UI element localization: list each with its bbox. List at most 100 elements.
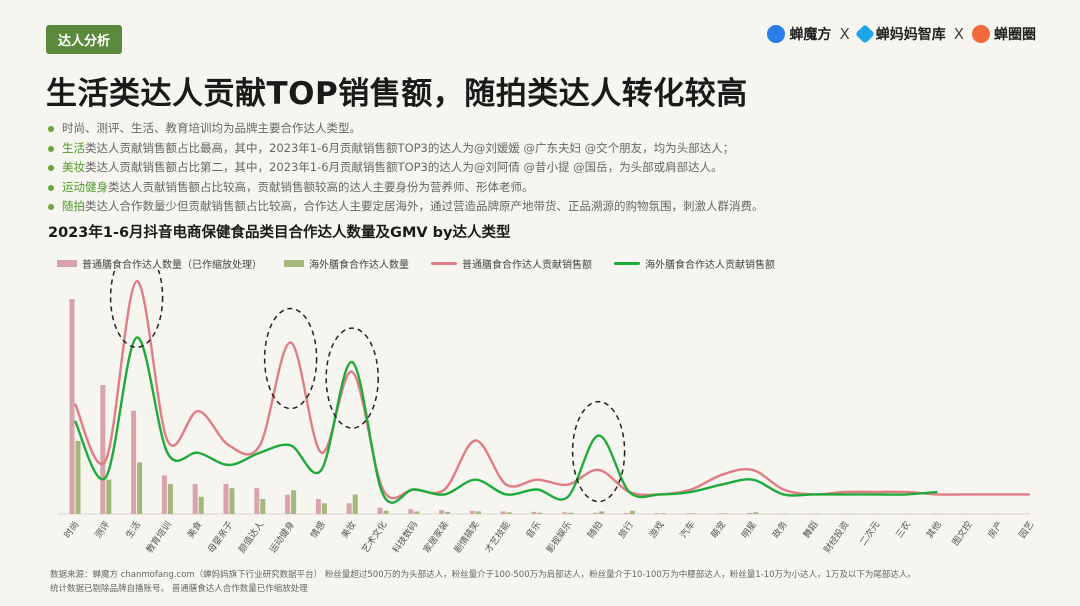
bullet-text: 类达人贡献销售额占比较高，贡献销售额较高的达人主要身份为营养师、形体老师。 — [108, 179, 534, 194]
x-tick-label: 生活 — [123, 519, 143, 541]
chart-title: 2023年1-6月抖音电商保健食品类目合作达人数量及GMV by达人类型 — [48, 225, 511, 241]
brand-chanquanquan: 蝉圈圈 — [972, 24, 1036, 44]
legend-item-domestic-gmv: 普通膳食合作达人贡献销售额 — [431, 256, 592, 271]
bar-domestic-count — [377, 507, 383, 514]
legend-label: 普通膳食合作达人数量（已作缩放处理） — [82, 260, 262, 271]
x-tick-label: 时尚 — [61, 519, 81, 541]
x-tick-label: 明星 — [740, 519, 759, 540]
section-tag: 达人分析 — [46, 25, 123, 54]
bar-overseas-count — [75, 440, 81, 514]
line-domestic-gmv — [73, 280, 1030, 500]
bar-overseas-count — [291, 490, 297, 514]
x-tick-label: 财经投资 — [821, 519, 851, 555]
x-tick-label: 测评 — [93, 519, 112, 540]
bar-overseas-count — [599, 511, 605, 514]
bar-domestic-count — [161, 475, 167, 514]
highlight-ellipse — [325, 327, 379, 429]
brand-logos: 蝉魔方 X 蝉妈妈智库 X 蝉圈圈 — [767, 24, 1036, 44]
line-overseas-gmv — [73, 336, 938, 504]
bar-overseas-count — [722, 513, 728, 514]
bar-overseas-count — [691, 513, 697, 514]
bar-overseas-count — [414, 511, 420, 514]
footer-notes: 数据来源：蝉魔方 chanmofang.com（蝉妈妈旗下行业研究数据平台） 粉… — [50, 568, 916, 596]
bar-domestic-count — [254, 488, 260, 514]
brand-name: 蝉妈妈智库 — [875, 27, 946, 43]
legend-swatch — [284, 260, 304, 267]
x-tick-label: 随拍 — [585, 519, 605, 541]
legend-swatch — [614, 262, 640, 265]
x-tick-label: 美食 — [184, 519, 204, 541]
x-tick-label: 房产 — [985, 519, 1005, 541]
bar-overseas-count — [229, 488, 235, 514]
legend-item-overseas-count: 海外膳食合作达人数量 — [284, 256, 409, 271]
bar-domestic-count — [346, 503, 352, 514]
chanquanquan-logo-icon — [972, 25, 990, 43]
x-tick-label: 政务 — [770, 519, 790, 541]
bar-domestic-count — [654, 513, 660, 514]
legend-label: 海外膳食合作达人贡献销售额 — [645, 260, 775, 271]
bar-overseas-count — [198, 496, 204, 514]
combo-chart: 时尚 测评 生活 教育培训 美食 母婴亲子 颜值达人 运动健身 情感 美妆 艺术文化 科技数码 家居家装… — [58, 270, 1036, 555]
bar-domestic-count — [562, 512, 568, 514]
bar-domestic-count — [931, 513, 937, 514]
bullet-keyword: 随拍 — [62, 199, 85, 213]
brand-separator: X — [953, 25, 964, 43]
highlight-ellipse — [263, 307, 318, 410]
bar-domestic-count — [716, 513, 722, 514]
legend-item-overseas-gmv: 海外膳食合作达人贡献销售额 — [614, 256, 775, 271]
x-tick-label: 科技数码 — [390, 519, 420, 555]
highlight-ellipse — [109, 270, 164, 348]
x-tick-label: 母婴亲子 — [205, 519, 235, 555]
legend-item-domestic-count: 普通膳食合作达人数量（已作缩放处理） — [57, 256, 262, 271]
brand-name: 蝉魔方 — [789, 27, 832, 43]
bar-domestic-count — [285, 494, 291, 514]
bar-overseas-count — [568, 512, 574, 514]
x-tick-label: 汽车 — [677, 519, 697, 541]
x-tick-label: 教育培训 — [143, 519, 173, 555]
bar-domestic-count — [100, 385, 106, 514]
legend-swatch — [57, 260, 77, 267]
x-tick-label: 图文控 — [949, 519, 974, 548]
bar-domestic-count — [223, 483, 229, 514]
bar-overseas-count — [753, 512, 759, 514]
bar-overseas-count — [106, 479, 112, 514]
bar-domestic-count — [69, 299, 75, 514]
bullet-keyword: 运动健身 — [62, 179, 108, 194]
chanmama-logo-icon — [854, 24, 875, 44]
bar-domestic-count — [439, 510, 445, 514]
bullet-keyword: 生活 — [62, 140, 85, 155]
bullet-item: 生活类达人贡献销售额占比最高，其中，2023年1-6月贡献销售额TOP3的达人为… — [48, 139, 764, 159]
bullet-item: 美妆类达人贡献销售额占比第二，其中，2023年1-6月贡献销售额TOP3的达人为… — [48, 158, 764, 178]
bullet-item: 随拍类达人合作数量少但贡献销售额占比较高，合作达人主要定居海外，通过营造品牌原产… — [48, 197, 764, 217]
bar-domestic-count — [408, 509, 414, 514]
x-tick-label: 影视娱乐 — [544, 519, 574, 555]
bullet-list: 时尚、测评、生活、教育培训均为品牌主要合作达人类型。 生活类达人贡献销售额占比最… — [48, 119, 764, 217]
bar-overseas-count — [506, 512, 512, 514]
bar-overseas-count — [629, 510, 635, 514]
x-tick-label: 艺术文化 — [359, 519, 389, 555]
bar-overseas-count — [537, 512, 543, 514]
footer-note: 统计数据已剔除品牌自播账号。 普通膳食达人合作数量已作缩放处理 — [50, 584, 308, 594]
x-tick-label: 家居家装 — [421, 519, 451, 555]
brand-name: 蝉圈圈 — [994, 27, 1036, 43]
bullet-item: 运动健身类达人贡献销售额占比较高，贡献销售额较高的达人主要身份为营养师、形体老师… — [48, 178, 764, 198]
x-tick-label: 其他 — [924, 519, 944, 541]
x-tick-label: 剧情搞笑 — [451, 519, 481, 555]
bar-overseas-count — [137, 462, 143, 514]
bullet-text: 类达人贡献销售额占比最高，其中，2023年1-6月贡献销售额TOP3的达人为@刘… — [85, 140, 735, 155]
bar-overseas-count — [167, 483, 173, 514]
bar-overseas-count — [445, 511, 451, 514]
bar-domestic-count — [747, 512, 753, 514]
x-tick-label: 音乐 — [523, 519, 543, 541]
bullet-text: 类达人合作数量少但贡献销售额占比较高，合作达人主要定居海外，通过营造品牌原产地带… — [85, 199, 764, 213]
x-tick-label: 舞蹈 — [801, 519, 820, 540]
x-tick-label: 二次元 — [857, 519, 882, 548]
brand-separator: X — [839, 25, 850, 43]
bar-domestic-count — [192, 483, 198, 514]
x-tick-label: 颜值达人 — [236, 519, 266, 555]
bar-overseas-count — [321, 503, 327, 514]
bar-overseas-count — [475, 511, 481, 514]
legend-label: 海外膳食合作达人数量 — [309, 260, 409, 271]
highlight-ellipse — [571, 400, 626, 503]
x-tick-label: 三农 — [893, 519, 913, 541]
